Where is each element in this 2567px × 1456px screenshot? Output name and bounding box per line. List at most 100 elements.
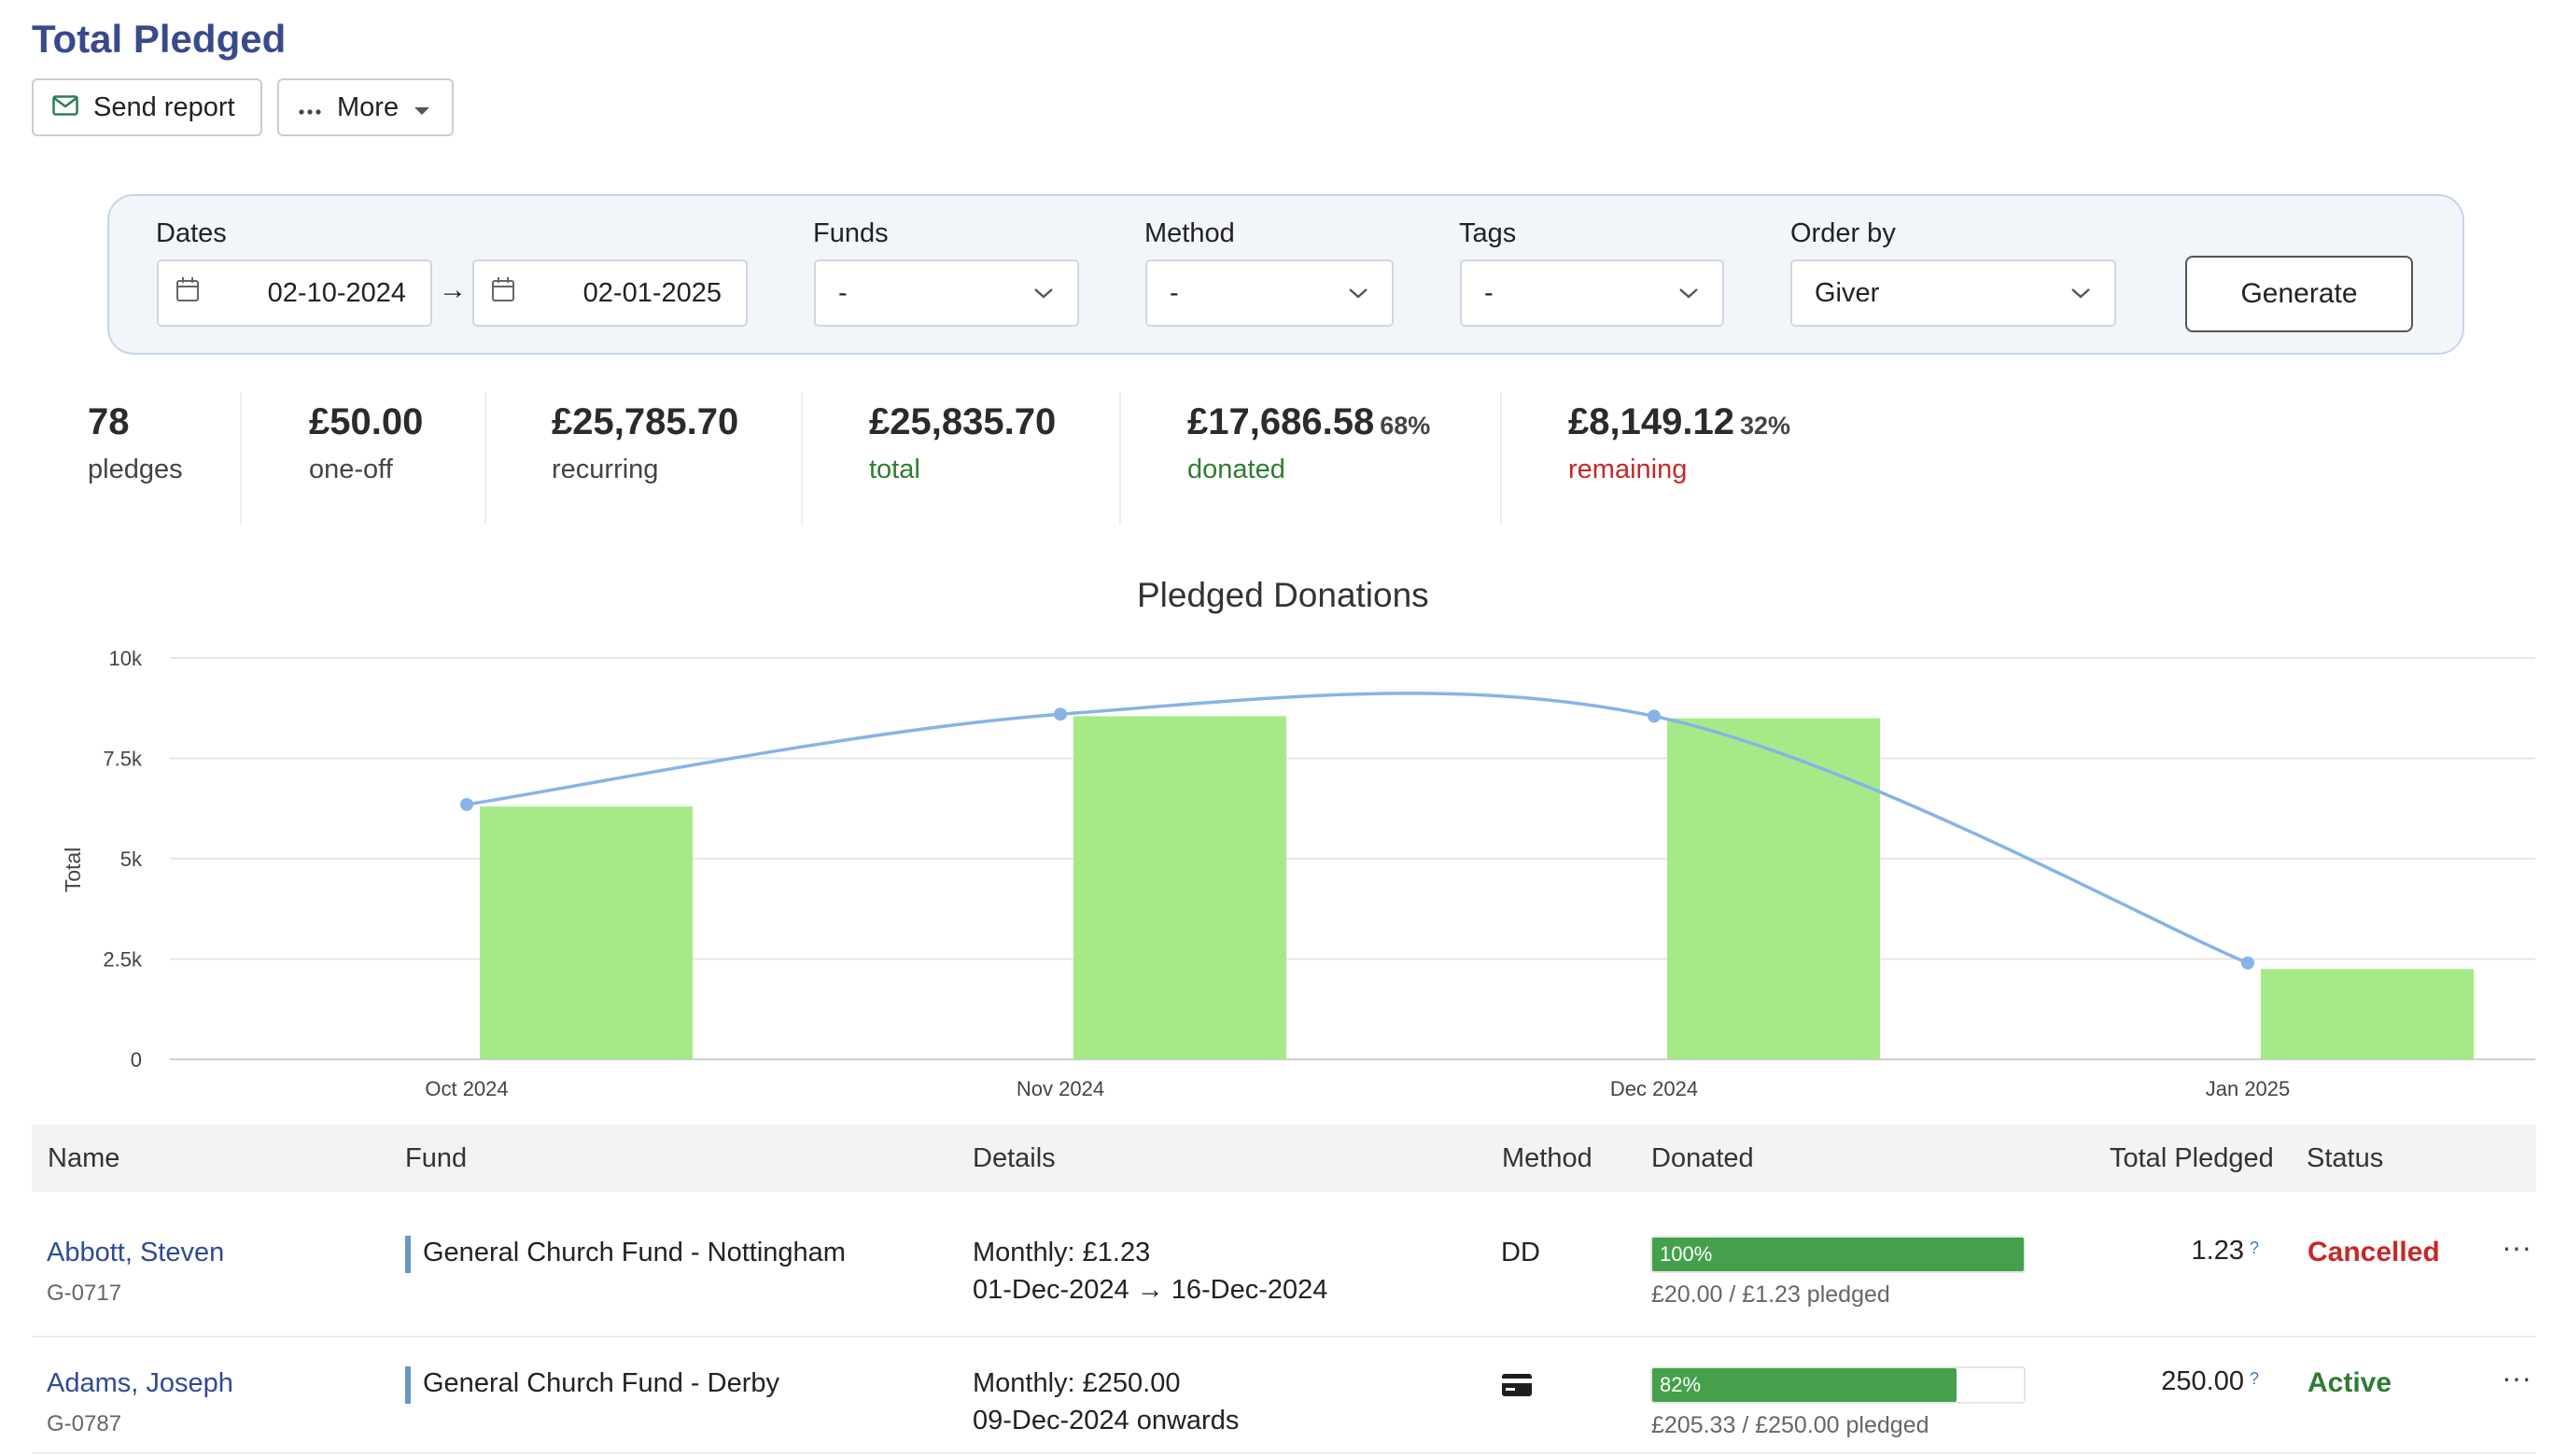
giver-name-link[interactable]: Adams, Joseph — [47, 1368, 233, 1398]
x-tick-label: Dec 2024 — [1610, 1077, 1698, 1100]
method-select[interactable]: - — [1145, 259, 1394, 327]
total-pledged-cell: 1.23? — [2007, 1236, 2259, 1267]
pledge-date-range: 09-Dec-2024 onwards — [973, 1406, 1240, 1435]
generate-button[interactable]: Generate — [2185, 256, 2413, 332]
x-tick-label: Oct 2024 — [425, 1077, 508, 1100]
total-pledged-value: 250.00 — [2161, 1366, 2244, 1396]
help-icon[interactable]: ? — [2249, 1368, 2259, 1388]
col-header-name[interactable]: Name — [48, 1143, 120, 1173]
bar — [1667, 718, 1880, 1059]
tags-value: - — [1484, 277, 1494, 308]
method-value: DD — [1501, 1238, 1540, 1267]
row-menu-icon[interactable]: ··· — [2502, 1361, 2532, 1394]
stat-recurring: £25,785.70 recurring — [552, 401, 744, 485]
chevron-down-icon — [1023, 287, 1064, 299]
line-point — [2241, 956, 2254, 970]
total-pledged-cell: 250.00? — [2007, 1366, 2259, 1397]
x-tick-label: Nov 2024 — [1017, 1077, 1104, 1100]
y-axis-label: Total — [61, 847, 85, 893]
funds-label: Funds — [813, 218, 889, 248]
col-header-method[interactable]: Method — [1502, 1143, 1592, 1173]
series-line — [466, 692, 2249, 965]
donated-amount-text: £205.33 / £250.00 pledged — [1651, 1412, 1929, 1438]
stat-label: remaining — [1568, 455, 1688, 484]
row-divider — [32, 1336, 2536, 1337]
send-report-label: Send report — [93, 91, 235, 122]
chevron-down-icon — [1338, 287, 1379, 299]
calendar-icon — [491, 276, 515, 310]
stat-value: £50.00 — [309, 401, 424, 442]
order-by-select[interactable]: Giver — [1790, 259, 2116, 327]
calendar-icon — [175, 276, 200, 310]
status-badge: Active — [2307, 1367, 2392, 1398]
more-button[interactable]: More — [277, 78, 454, 136]
line-point — [1648, 709, 1661, 723]
y-tick-label: 10k — [109, 647, 143, 670]
funds-select[interactable]: - — [814, 259, 1079, 327]
stat-percent: 68% — [1380, 412, 1431, 440]
date-to-input[interactable]: 02-01-2025 — [472, 259, 748, 327]
row-divider — [32, 1452, 2536, 1454]
stat-divider — [801, 392, 803, 525]
table-header — [32, 1125, 2536, 1192]
chart-title: Pledged Donations — [1137, 576, 1429, 614]
pledge-frequency: Monthly: £250.00 — [973, 1368, 1181, 1398]
fund-color-bar — [405, 1236, 411, 1273]
stat-label: one-off — [309, 455, 393, 484]
giver-name-link[interactable]: Abbott, Steven — [47, 1238, 225, 1267]
stat-label: total — [869, 455, 920, 484]
stat-divider — [1500, 392, 1502, 525]
giver-id: G-0787 — [47, 1411, 122, 1436]
stat-remaining: £8,149.12 32% remaining — [1568, 401, 1790, 485]
pledge-date-range: 01-Dec-2024 → 16-Dec-2024 — [973, 1275, 1328, 1305]
donated-progress-fill: 82% — [1652, 1368, 1957, 1402]
col-header-donated[interactable]: Donated — [1651, 1143, 1754, 1173]
fund-color-bar — [405, 1366, 411, 1404]
stat-value: £25,785.70 — [552, 401, 739, 442]
card-icon — [1501, 1373, 1533, 1402]
donated-progress-bar: 100% — [1650, 1236, 2026, 1273]
tags-select[interactable]: - — [1460, 259, 1724, 327]
stat-total: £25,835.70 total — [869, 401, 1061, 485]
stat-value: 78 — [88, 401, 130, 442]
order-by-label: Order by — [1790, 218, 1896, 248]
bar — [480, 806, 693, 1059]
stat-divider — [240, 392, 242, 525]
stat-one-off: £50.00 one-off — [309, 401, 428, 485]
donated-amount-text: £20.00 / £1.23 pledged — [1651, 1281, 1890, 1308]
more-label: More — [337, 91, 400, 122]
date-from-value: 02-10-2024 — [267, 277, 406, 308]
tags-label: Tags — [1459, 218, 1517, 248]
help-icon[interactable]: ? — [2249, 1238, 2259, 1257]
col-header-fund[interactable]: Fund — [405, 1143, 468, 1173]
y-tick-label: 0 — [131, 1048, 142, 1071]
send-report-button[interactable]: Send report — [32, 78, 262, 136]
donated-progress-fill: 100% — [1652, 1238, 2024, 1271]
bar — [2261, 969, 2474, 1059]
status-badge: Cancelled — [2307, 1237, 2440, 1267]
col-header-status[interactable]: Status — [2307, 1143, 2384, 1173]
row-menu-icon[interactable]: ··· — [2502, 1230, 2532, 1264]
chevron-down-icon — [1668, 287, 1709, 299]
line-point — [460, 797, 473, 811]
date-from-input[interactable]: 02-10-2024 — [157, 259, 432, 327]
stat-value: £8,149.12 — [1568, 401, 1734, 442]
date-range-arrow: → — [439, 274, 467, 305]
stat-label: recurring — [552, 455, 659, 484]
chevron-down-icon — [2060, 287, 2101, 299]
fund-name: General Church Fund - Derby — [423, 1368, 779, 1398]
stat-donated: £17,686.58 68% donated — [1187, 401, 1430, 485]
ellipsis-icon — [298, 92, 322, 123]
method-value: - — [1170, 277, 1179, 308]
stat-value: £25,835.70 — [869, 401, 1057, 442]
stat-value: £17,686.58 — [1187, 401, 1375, 442]
stat-divider — [484, 392, 486, 525]
y-tick-label: 5k — [120, 847, 143, 871]
col-header-details[interactable]: Details — [973, 1143, 1056, 1173]
y-tick-label: 7.5k — [103, 748, 143, 771]
col-header-total-pledged[interactable]: Total Pledged — [2110, 1143, 2274, 1173]
stat-pledges: 78 pledges — [88, 401, 183, 485]
pledge-frequency: Monthly: £1.23 — [973, 1238, 1151, 1267]
stat-percent: 32% — [1739, 412, 1790, 440]
pledged-donations-chart: 0 2.5k 5k 7.5k 10k Total Oct 2024 Nov 2024 Dec 2… — [61, 647, 2535, 1100]
